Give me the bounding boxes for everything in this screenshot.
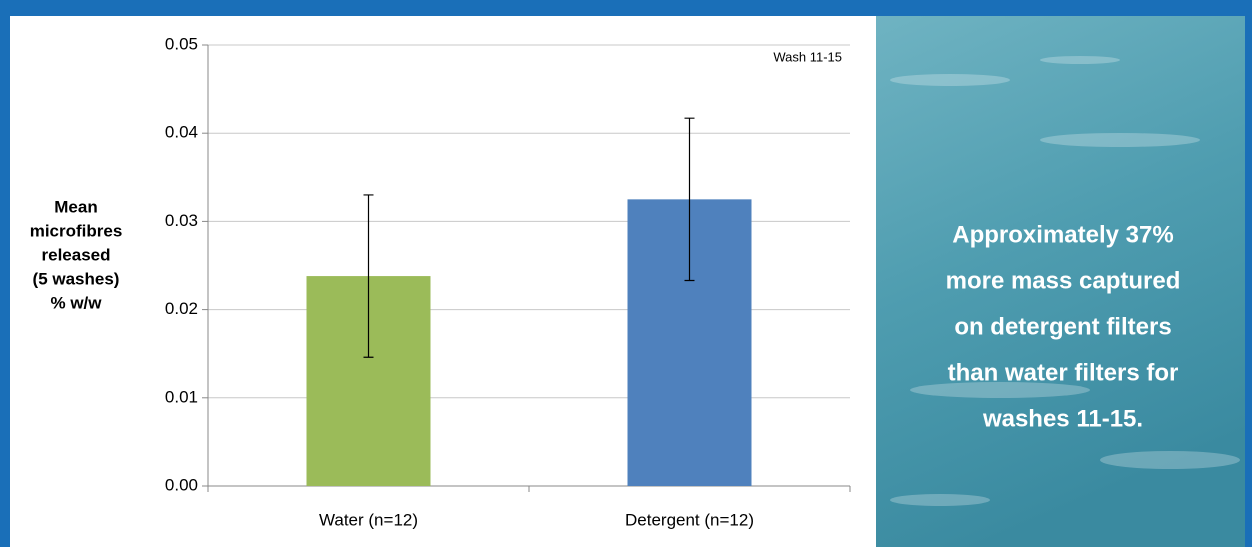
y-tick-label: 0.05 <box>165 34 198 53</box>
error-bar <box>684 117 695 282</box>
side-text-line: on detergent filters <box>954 313 1171 340</box>
x-tick-label: Water (n=12) <box>319 510 418 529</box>
y-tick-label: 0.02 <box>165 299 198 318</box>
side-text-line: Approximately 37% <box>952 221 1173 248</box>
error-bar <box>363 194 374 358</box>
y-axis-label: Mean <box>54 197 97 216</box>
side-text-line: than water filters for <box>948 359 1179 386</box>
side-text-line: more mass captured <box>946 267 1181 294</box>
y-tick-label: 0.03 <box>165 211 198 230</box>
y-tick-label: 0.04 <box>165 123 198 142</box>
y-axis-label: (5 washes) <box>33 269 120 288</box>
y-axis-label: microfibres <box>30 221 123 240</box>
water-panel <box>876 16 1245 547</box>
y-tick-label: 0.01 <box>165 387 198 406</box>
side-text-line: washes 11-15. <box>982 405 1143 432</box>
y-axis-label: released <box>42 245 111 264</box>
side-text: Approximately 37% more mass captured on de… <box>946 221 1181 432</box>
x-tick-label: Detergent (n=12) <box>625 510 754 529</box>
annotation: Wash 11-15 <box>773 49 842 64</box>
y-tick-label: 0.00 <box>165 475 198 494</box>
y-axis-label: % w/w <box>50 293 102 312</box>
water-ripples <box>890 56 1240 506</box>
